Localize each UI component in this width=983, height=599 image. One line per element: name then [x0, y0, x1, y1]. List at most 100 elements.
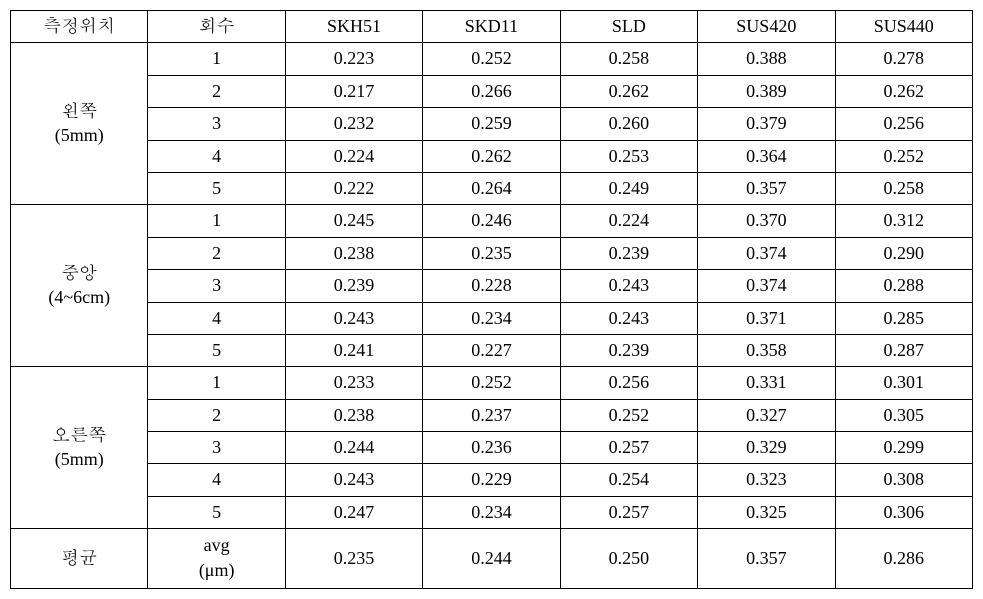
data-cell: 0.235 — [423, 237, 560, 269]
data-cell: 0.374 — [698, 270, 835, 302]
data-cell: 0.243 — [560, 270, 697, 302]
data-cell: 0.329 — [698, 432, 835, 464]
avg-sublabel-line2: (μm) — [150, 558, 282, 583]
data-cell: 0.236 — [423, 432, 560, 464]
table-row: 왼쪽(5mm)10.2230.2520.2580.3880.278 — [11, 43, 973, 75]
table-row: 50.2470.2340.2570.3250.306 — [11, 496, 973, 528]
data-cell: 0.285 — [835, 302, 972, 334]
data-cell: 0.306 — [835, 496, 972, 528]
data-cell: 0.246 — [423, 205, 560, 237]
data-cell: 0.364 — [698, 140, 835, 172]
data-cell: 0.228 — [423, 270, 560, 302]
data-cell: 0.238 — [285, 399, 422, 431]
data-cell: 0.388 — [698, 43, 835, 75]
data-cell: 0.358 — [698, 334, 835, 366]
avg-cell: 0.250 — [560, 529, 697, 588]
group-label: 중앙(4~6cm) — [11, 205, 148, 367]
data-cell: 0.256 — [835, 108, 972, 140]
table-row: 40.2430.2340.2430.3710.285 — [11, 302, 973, 334]
trial-cell: 3 — [148, 432, 285, 464]
data-cell: 0.247 — [285, 496, 422, 528]
data-cell: 0.331 — [698, 367, 835, 399]
data-cell: 0.252 — [423, 43, 560, 75]
data-cell: 0.379 — [698, 108, 835, 140]
data-cell: 0.224 — [560, 205, 697, 237]
avg-cell: 0.244 — [423, 529, 560, 588]
data-cell: 0.252 — [560, 399, 697, 431]
header-sld: SLD — [560, 11, 697, 43]
data-cell: 0.222 — [285, 172, 422, 204]
trial-cell: 2 — [148, 399, 285, 431]
trial-cell: 1 — [148, 205, 285, 237]
data-cell: 0.243 — [560, 302, 697, 334]
table-row: 30.2440.2360.2570.3290.299 — [11, 432, 973, 464]
data-cell: 0.234 — [423, 496, 560, 528]
data-cell: 0.299 — [835, 432, 972, 464]
header-sus440: SUS440 — [835, 11, 972, 43]
trial-cell: 4 — [148, 302, 285, 334]
trial-cell: 1 — [148, 367, 285, 399]
data-cell: 0.357 — [698, 172, 835, 204]
trial-cell: 5 — [148, 334, 285, 366]
data-cell: 0.374 — [698, 237, 835, 269]
avg-cell: 0.235 — [285, 529, 422, 588]
data-cell: 0.249 — [560, 172, 697, 204]
average-row: 평균avg(μm)0.2350.2440.2500.3570.286 — [11, 529, 973, 588]
data-cell: 0.223 — [285, 43, 422, 75]
table-row: 40.2240.2620.2530.3640.252 — [11, 140, 973, 172]
table-header-row: 측정위치 회수 SKH51 SKD11 SLD SUS420 SUS440 — [11, 11, 973, 43]
table-row: 50.2410.2270.2390.3580.287 — [11, 334, 973, 366]
trial-cell: 3 — [148, 270, 285, 302]
data-cell: 0.256 — [560, 367, 697, 399]
table-row: 20.2380.2370.2520.3270.305 — [11, 399, 973, 431]
group-label-line1: 오른쪽 — [13, 424, 145, 447]
header-skh51: SKH51 — [285, 11, 422, 43]
data-cell: 0.257 — [560, 496, 697, 528]
data-cell: 0.227 — [423, 334, 560, 366]
measurement-table: 측정위치 회수 SKH51 SKD11 SLD SUS420 SUS440 왼쪽… — [10, 10, 973, 589]
group-label-line2: (5mm) — [13, 124, 145, 147]
data-cell: 0.252 — [835, 140, 972, 172]
trial-cell: 3 — [148, 108, 285, 140]
trial-cell: 2 — [148, 237, 285, 269]
data-cell: 0.389 — [698, 75, 835, 107]
data-cell: 0.258 — [560, 43, 697, 75]
trial-cell: 5 — [148, 496, 285, 528]
data-cell: 0.243 — [285, 464, 422, 496]
avg-sublabel: avg(μm) — [148, 529, 285, 588]
header-skd11: SKD11 — [423, 11, 560, 43]
data-cell: 0.224 — [285, 140, 422, 172]
trial-cell: 2 — [148, 75, 285, 107]
table-row: 30.2390.2280.2430.3740.288 — [11, 270, 973, 302]
data-cell: 0.312 — [835, 205, 972, 237]
avg-label: 평균 — [11, 529, 148, 588]
avg-sublabel-line1: avg — [150, 533, 282, 558]
data-cell: 0.278 — [835, 43, 972, 75]
data-cell: 0.370 — [698, 205, 835, 237]
data-cell: 0.238 — [285, 237, 422, 269]
data-cell: 0.234 — [423, 302, 560, 334]
table-row: 40.2430.2290.2540.3230.308 — [11, 464, 973, 496]
header-trial: 회수 — [148, 11, 285, 43]
data-cell: 0.229 — [423, 464, 560, 496]
data-cell: 0.371 — [698, 302, 835, 334]
data-cell: 0.290 — [835, 237, 972, 269]
data-cell: 0.327 — [698, 399, 835, 431]
data-cell: 0.264 — [423, 172, 560, 204]
avg-cell: 0.286 — [835, 529, 972, 588]
group-label: 왼쪽(5mm) — [11, 43, 148, 205]
table-row: 20.2170.2660.2620.3890.262 — [11, 75, 973, 107]
table-row: 오른쪽(5mm)10.2330.2520.2560.3310.301 — [11, 367, 973, 399]
table-row: 50.2220.2640.2490.3570.258 — [11, 172, 973, 204]
data-cell: 0.262 — [560, 75, 697, 107]
data-cell: 0.241 — [285, 334, 422, 366]
data-cell: 0.308 — [835, 464, 972, 496]
data-cell: 0.288 — [835, 270, 972, 302]
data-cell: 0.257 — [560, 432, 697, 464]
data-cell: 0.325 — [698, 496, 835, 528]
data-cell: 0.305 — [835, 399, 972, 431]
data-cell: 0.258 — [835, 172, 972, 204]
data-cell: 0.232 — [285, 108, 422, 140]
data-cell: 0.287 — [835, 334, 972, 366]
data-cell: 0.239 — [560, 237, 697, 269]
